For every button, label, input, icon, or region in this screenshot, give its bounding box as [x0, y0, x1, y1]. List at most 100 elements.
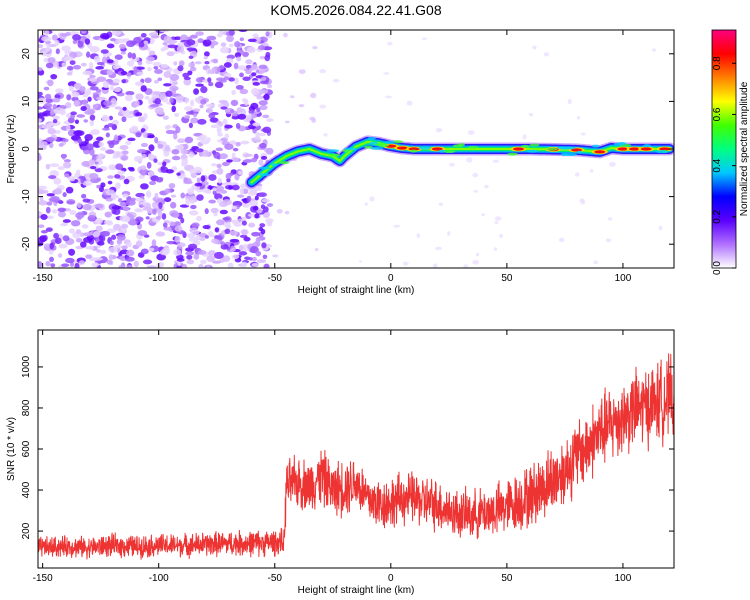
background-speckle [432, 263, 438, 268]
noise-speckle [230, 99, 238, 107]
noise-speckle [252, 205, 259, 211]
noise-speckle [175, 95, 185, 101]
noise-speckle [135, 240, 143, 248]
noise-speckle [89, 74, 96, 79]
noise-speckle [156, 262, 163, 268]
noise-speckle [162, 115, 169, 120]
background-speckle [383, 72, 390, 75]
ridge-speckle [370, 146, 384, 150]
noise-speckle [147, 170, 155, 176]
noise-speckle [249, 187, 258, 194]
ridge-peak [431, 147, 443, 151]
noise-speckle [75, 229, 82, 235]
noise-speckle [66, 65, 74, 71]
noise-speckle [44, 98, 54, 103]
noise-speckle [241, 229, 248, 236]
background-speckle [272, 254, 279, 258]
noise-speckle [240, 140, 250, 145]
noise-speckle [46, 45, 51, 52]
noise-speckle [261, 76, 267, 81]
noise-speckle [139, 204, 144, 208]
noise-speckle [102, 56, 108, 64]
background-speckle [652, 48, 657, 52]
noise-speckle [63, 161, 72, 169]
noise-speckle [43, 86, 50, 91]
noise-speckle [70, 111, 77, 116]
noise-speckle [120, 223, 129, 229]
spectrogram-x-tick-label: -150 [33, 273, 53, 284]
noise-speckle [166, 51, 175, 57]
noise-speckle [227, 185, 233, 190]
noise-speckle [186, 47, 197, 51]
noise-speckle [189, 169, 195, 174]
background-speckle [492, 159, 500, 163]
noise-speckle [137, 230, 148, 237]
noise-speckle [138, 41, 145, 48]
noise-speckle [189, 34, 198, 39]
noise-speckle [163, 197, 172, 203]
noise-speckle [216, 198, 223, 204]
noise-speckle [121, 245, 128, 250]
noise-speckle [85, 143, 94, 151]
noise-speckle [176, 138, 186, 144]
noise-speckle [96, 96, 106, 101]
noise-speckle [224, 133, 230, 139]
noise-speckle [242, 51, 249, 58]
noise-speckle [203, 51, 210, 57]
noise-speckle [96, 184, 101, 189]
ridge-speckle [393, 140, 403, 144]
noise-speckle [210, 207, 219, 214]
background-speckle [369, 196, 375, 202]
noise-speckle [205, 265, 211, 268]
noise-speckle [251, 64, 259, 71]
spectrogram-y-tick-label: -10 [21, 189, 32, 204]
noise-speckle [162, 222, 168, 228]
noise-speckle [71, 91, 80, 98]
noise-speckle [57, 207, 66, 213]
noise-speckle [165, 90, 173, 97]
noise-speckle [66, 124, 71, 131]
noise-speckle [249, 200, 259, 207]
noise-speckle [247, 213, 257, 217]
background-speckle [484, 184, 489, 189]
noise-speckle [242, 203, 250, 208]
snr-x-tick-label: -150 [33, 573, 53, 584]
noise-speckle [188, 55, 194, 59]
background-speckle [522, 134, 527, 140]
noise-speckle [258, 64, 268, 69]
noise-speckle [75, 212, 85, 219]
noise-speckle [195, 83, 204, 87]
noise-speckle [81, 193, 87, 199]
background-speckle [447, 231, 451, 236]
noise-speckle [194, 61, 202, 65]
noise-speckle [204, 61, 210, 65]
noise-speckle [95, 136, 104, 142]
background-speckle [528, 112, 534, 117]
noise-speckle [38, 200, 48, 206]
noise-speckle [248, 222, 256, 228]
ridge-speckle [520, 144, 531, 148]
noise-speckle [157, 111, 165, 115]
noise-speckle [177, 242, 186, 248]
noise-speckle [135, 112, 143, 117]
noise-speckle [46, 193, 55, 197]
noise-speckle [250, 102, 259, 110]
noise-speckle [212, 58, 219, 64]
noise-speckle [234, 41, 241, 48]
noise-speckle [257, 45, 266, 51]
noise-speckle [105, 149, 115, 155]
noise-speckle [198, 263, 204, 268]
background-speckle [449, 162, 455, 167]
noise-speckle [82, 99, 88, 107]
noise-speckle [258, 159, 264, 166]
noise-speckle [45, 215, 54, 220]
noise-speckle [175, 126, 181, 134]
noise-speckle [126, 212, 133, 218]
noise-speckle [245, 59, 253, 65]
noise-speckle [251, 231, 261, 237]
noise-speckle [57, 211, 67, 218]
noise-speckle [141, 154, 147, 159]
ridge-speckle [418, 146, 431, 150]
noise-speckle [152, 91, 161, 96]
noise-speckle [64, 159, 71, 163]
